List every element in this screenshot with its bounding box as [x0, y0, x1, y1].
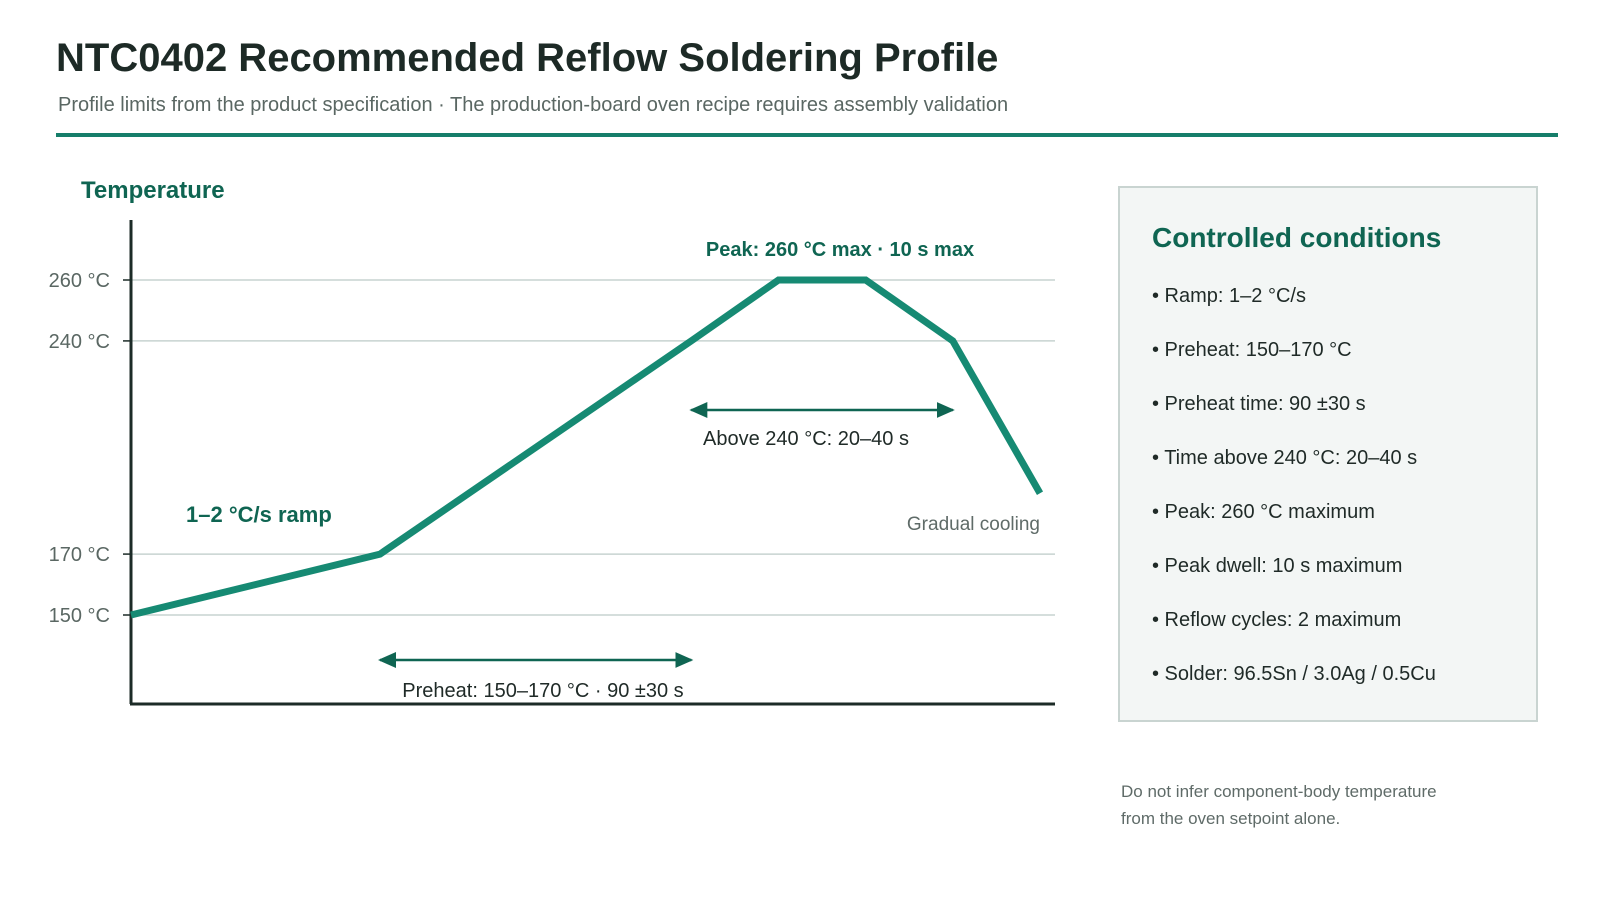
footnote: Do not infer component-body temperature … — [1121, 778, 1437, 832]
reflow-profile-line — [130, 276, 1044, 619]
condition-item-preheat-time: • Preheat time: 90 ±30 s — [1152, 393, 1366, 415]
condition-item-reflow-cycles: • Reflow cycles: 2 maximum — [1152, 609, 1402, 631]
condition-item-peak: • Peak: 260 °C maximum — [1152, 501, 1375, 523]
controlled-conditions-panel: Controlled conditions • Ramp: 1–2 °C/s •… — [1118, 186, 1538, 722]
reflow-profile-chart: Temperature 150 °C 170 °C 240 °C 260 °C Pea… — [49, 177, 1055, 706]
ramp-annotation: 1–2 °C/s ramp — [186, 502, 332, 527]
y-tick-label-170: 170 °C — [49, 544, 110, 566]
condition-item-solder: • Solder: 96.5Sn / 3.0Ag / 0.5Cu — [1152, 663, 1436, 685]
preheat-annotation: Preheat: 150–170 °C · 90 ±30 s — [402, 680, 683, 702]
cooling-annotation: Gradual cooling — [907, 514, 1040, 535]
title-divider — [56, 133, 1558, 137]
condition-item-time-above-240: • Time above 240 °C: 20–40 s — [1152, 447, 1418, 469]
y-tick-label-260: 260 °C — [49, 270, 110, 292]
condition-item-peak-dwell: • Peak dwell: 10 s maximum — [1152, 555, 1403, 577]
footnote-line-1: Do not infer component-body temperature — [1121, 782, 1437, 801]
page-title: NTC0402 Recommended Reflow Soldering Pro… — [56, 36, 999, 80]
above-240-annotation: Above 240 °C: 20–40 s — [703, 428, 909, 450]
page-subtitle: Profile limits from the product specific… — [58, 94, 1009, 116]
y-tick-label-240: 240 °C — [49, 331, 110, 353]
y-axis-label: Temperature — [81, 177, 225, 204]
condition-item-ramp: • Ramp: 1–2 °C/s — [1152, 285, 1306, 307]
condition-item-preheat: • Preheat: 150–170 °C — [1152, 339, 1352, 361]
conditions-list: • Ramp: 1–2 °C/s • Preheat: 150–170 °C •… — [1152, 284, 1436, 716]
panel-title: Controlled conditions — [1152, 222, 1442, 253]
footnote-line-2: from the oven setpoint alone. — [1121, 809, 1341, 828]
peak-annotation: Peak: 260 °C max · 10 s max — [706, 239, 974, 261]
y-tick-label-150: 150 °C — [49, 605, 110, 627]
